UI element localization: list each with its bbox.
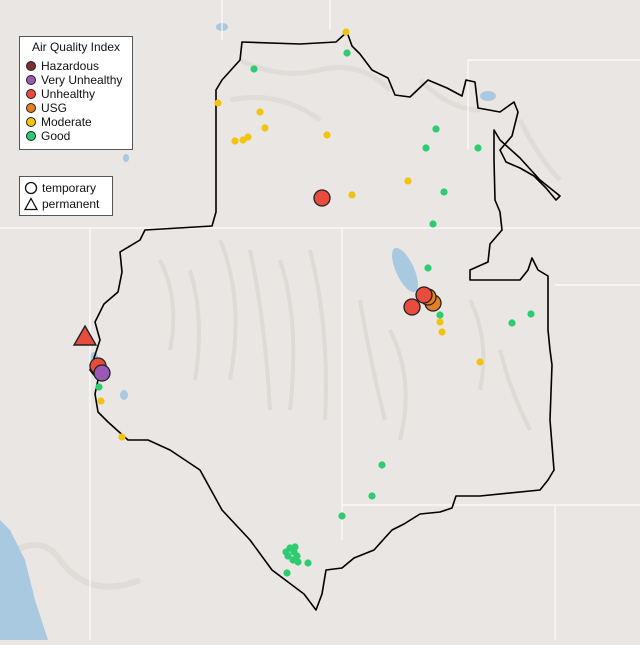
good-monitor[interactable] (422, 144, 430, 152)
moderate-monitor[interactable] (118, 433, 126, 441)
good-monitor[interactable] (282, 548, 290, 556)
good-monitor[interactable] (294, 558, 302, 566)
moderate-monitor[interactable] (476, 358, 484, 366)
unhealthy-monitor[interactable] (403, 298, 421, 316)
hazardous-swatch-icon (26, 61, 36, 71)
moderate-monitor[interactable] (244, 133, 252, 141)
good-monitor[interactable] (474, 144, 482, 152)
legend-item-hazardous: Hazardous (26, 59, 99, 73)
good-monitor[interactable] (429, 220, 437, 228)
moderate-monitor[interactable] (256, 108, 264, 116)
moderate-monitor[interactable] (404, 177, 412, 185)
good-monitor[interactable] (440, 188, 448, 196)
unhealthy-monitor[interactable] (313, 189, 331, 207)
unhealthy-monitor[interactable] (415, 286, 433, 304)
legend-item-unhealthy: Unhealthy (26, 87, 95, 101)
unhealthy-swatch-icon (26, 89, 36, 99)
moderate-monitor[interactable] (436, 318, 444, 326)
legend-item-good: Good (26, 129, 70, 143)
good-monitor[interactable] (338, 512, 346, 520)
legend-item-permanent: permanent (24, 197, 99, 211)
monitor-markers (72, 28, 535, 577)
good-monitor[interactable] (304, 559, 312, 567)
good-monitor[interactable] (527, 310, 535, 318)
moderate-monitor[interactable] (231, 137, 239, 145)
good-monitor[interactable] (436, 311, 444, 319)
terrain-shading (0, 57, 562, 590)
moderate-monitor[interactable] (348, 191, 356, 199)
good-monitor[interactable] (378, 461, 386, 469)
very-unhealthy-swatch-icon (26, 75, 36, 85)
good-monitor[interactable] (250, 65, 258, 73)
good-monitor[interactable] (368, 492, 376, 500)
ocean (0, 520, 48, 640)
good-monitor[interactable] (508, 319, 516, 327)
legend-item-very-unhealthy: Very Unhealthy (26, 73, 122, 87)
circle-icon (24, 181, 38, 195)
good-monitor[interactable] (283, 569, 291, 577)
legend-item-usg: USG (26, 101, 67, 115)
legend-title: Air Quality Index (31, 40, 121, 54)
moderate-swatch-icon (26, 117, 36, 127)
moderate-monitor[interactable] (342, 28, 350, 36)
good-monitor[interactable] (432, 125, 440, 133)
legend-item-temporary: temporary (24, 181, 96, 195)
unhealthy-permanent-monitor[interactable] (72, 324, 98, 346)
good-monitor[interactable] (424, 264, 432, 272)
legend-item-moderate: Moderate (26, 115, 92, 129)
triangle-icon (24, 197, 38, 211)
good-monitor[interactable] (95, 383, 103, 391)
good-swatch-icon (26, 131, 36, 141)
moderate-monitor[interactable] (214, 99, 222, 107)
moderate-monitor[interactable] (438, 328, 446, 336)
usg-swatch-icon (26, 103, 36, 113)
good-monitor[interactable] (291, 543, 299, 551)
lakes (90, 23, 496, 400)
moderate-monitor[interactable] (261, 124, 269, 132)
moderate-monitor[interactable] (323, 131, 331, 139)
moderate-monitor[interactable] (97, 397, 105, 405)
good-monitor[interactable] (343, 49, 351, 57)
monitor-type-legend: temporary permanent (19, 176, 113, 216)
very-unhealthy-monitor[interactable] (93, 364, 111, 382)
aqi-legend: Air Quality Index Hazardous Very Unhealt… (19, 36, 133, 150)
